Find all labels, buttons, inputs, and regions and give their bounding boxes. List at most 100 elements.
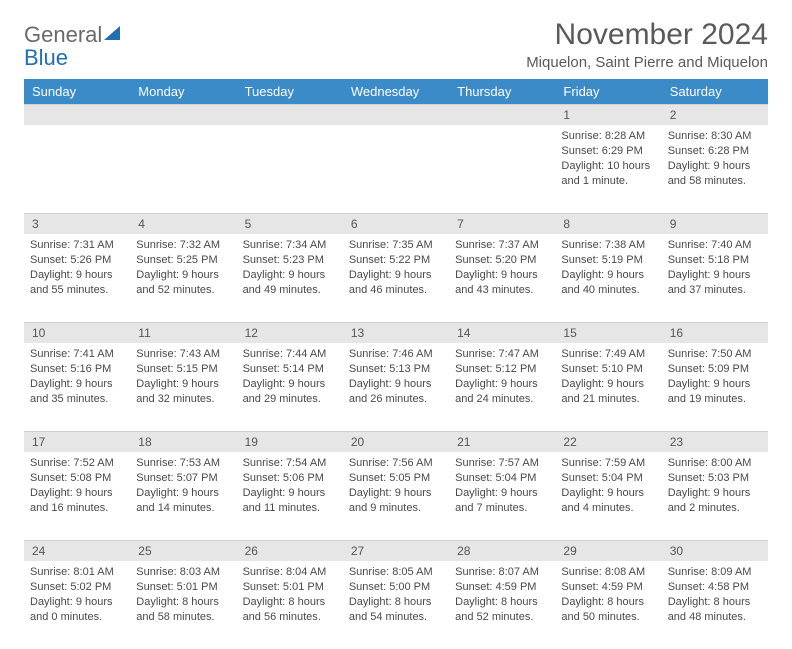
day-body: Sunrise: 7:49 AMSunset: 5:10 PMDaylight:…	[555, 343, 661, 414]
day-number: 6	[343, 213, 449, 234]
sunrise-line: Sunrise: 8:03 AM	[136, 565, 230, 580]
day-body: Sunrise: 8:30 AMSunset: 6:28 PMDaylight:…	[662, 125, 768, 196]
title-block: November 2024 Miquelon, Saint Pierre and…	[526, 18, 768, 71]
day-number: 20	[343, 431, 449, 452]
weekday-header: Wednesday	[343, 79, 449, 104]
day-number: 26	[237, 540, 343, 561]
calendar-table: SundayMondayTuesdayWednesdayThursdayFrid…	[24, 79, 768, 649]
day-number-row: 12	[24, 104, 768, 125]
brand-word-1: General	[24, 22, 102, 47]
day-number: 14	[449, 322, 555, 343]
sunset-line: Sunset: 5:01 PM	[243, 580, 337, 595]
day-number: 29	[555, 540, 661, 561]
day-content-row: Sunrise: 8:28 AMSunset: 6:29 PMDaylight:…	[24, 125, 768, 213]
day-cell: Sunrise: 8:01 AMSunset: 5:02 PMDaylight:…	[24, 561, 130, 649]
sunset-line: Sunset: 5:19 PM	[561, 253, 655, 268]
sunset-line: Sunset: 5:02 PM	[30, 580, 124, 595]
daylight-line: Daylight: 8 hours and 56 minutes.	[243, 595, 337, 625]
day-body: Sunrise: 7:47 AMSunset: 5:12 PMDaylight:…	[449, 343, 555, 414]
day-cell: Sunrise: 7:38 AMSunset: 5:19 PMDaylight:…	[555, 234, 661, 322]
day-cell: Sunrise: 8:09 AMSunset: 4:58 PMDaylight:…	[662, 561, 768, 649]
daylight-line: Daylight: 9 hours and 0 minutes.	[30, 595, 124, 625]
day-number-cell: 6	[343, 213, 449, 234]
day-number: 30	[662, 540, 768, 561]
sunset-line: Sunset: 5:20 PM	[455, 253, 549, 268]
day-body: Sunrise: 7:31 AMSunset: 5:26 PMDaylight:…	[24, 234, 130, 305]
day-cell: Sunrise: 8:00 AMSunset: 5:03 PMDaylight:…	[662, 452, 768, 540]
sunrise-line: Sunrise: 7:56 AM	[349, 456, 443, 471]
day-content-row: Sunrise: 7:41 AMSunset: 5:16 PMDaylight:…	[24, 343, 768, 431]
day-number-cell: 29	[555, 540, 661, 561]
daylight-line: Daylight: 9 hours and 26 minutes.	[349, 377, 443, 407]
day-cell	[130, 125, 236, 213]
day-cell	[343, 125, 449, 213]
daylight-line: Daylight: 9 hours and 14 minutes.	[136, 486, 230, 516]
day-number	[449, 104, 555, 125]
day-number-cell: 5	[237, 213, 343, 234]
day-number: 2	[662, 104, 768, 125]
day-cell: Sunrise: 7:52 AMSunset: 5:08 PMDaylight:…	[24, 452, 130, 540]
day-body: Sunrise: 7:35 AMSunset: 5:22 PMDaylight:…	[343, 234, 449, 305]
day-number: 23	[662, 431, 768, 452]
sunset-line: Sunset: 5:26 PM	[30, 253, 124, 268]
daylight-line: Daylight: 9 hours and 32 minutes.	[136, 377, 230, 407]
day-body: Sunrise: 8:08 AMSunset: 4:59 PMDaylight:…	[555, 561, 661, 632]
weekday-header: Sunday	[24, 79, 130, 104]
day-number-cell	[130, 104, 236, 125]
day-number-cell: 26	[237, 540, 343, 561]
daylight-line: Daylight: 9 hours and 24 minutes.	[455, 377, 549, 407]
day-number: 1	[555, 104, 661, 125]
day-number-cell: 10	[24, 322, 130, 343]
sunrise-line: Sunrise: 8:07 AM	[455, 565, 549, 580]
day-number-cell: 21	[449, 431, 555, 452]
day-number: 9	[662, 213, 768, 234]
day-number-cell	[24, 104, 130, 125]
day-content-row: Sunrise: 7:52 AMSunset: 5:08 PMDaylight:…	[24, 452, 768, 540]
day-number-cell: 23	[662, 431, 768, 452]
sunset-line: Sunset: 5:10 PM	[561, 362, 655, 377]
weekday-header: Friday	[555, 79, 661, 104]
day-cell: Sunrise: 7:57 AMSunset: 5:04 PMDaylight:…	[449, 452, 555, 540]
sunrise-line: Sunrise: 7:41 AM	[30, 347, 124, 362]
day-body: Sunrise: 7:46 AMSunset: 5:13 PMDaylight:…	[343, 343, 449, 414]
sunset-line: Sunset: 5:06 PM	[243, 471, 337, 486]
day-number-cell	[343, 104, 449, 125]
day-number: 24	[24, 540, 130, 561]
sunset-line: Sunset: 5:07 PM	[136, 471, 230, 486]
sunrise-line: Sunrise: 7:50 AM	[668, 347, 762, 362]
day-cell: Sunrise: 7:53 AMSunset: 5:07 PMDaylight:…	[130, 452, 236, 540]
day-number	[24, 104, 130, 125]
day-number-cell: 25	[130, 540, 236, 561]
sunrise-line: Sunrise: 8:30 AM	[668, 129, 762, 144]
sunrise-line: Sunrise: 8:04 AM	[243, 565, 337, 580]
daylight-line: Daylight: 10 hours and 1 minute.	[561, 159, 655, 189]
sunset-line: Sunset: 5:03 PM	[668, 471, 762, 486]
day-number-cell: 19	[237, 431, 343, 452]
day-cell	[237, 125, 343, 213]
day-number	[343, 104, 449, 125]
daylight-line: Daylight: 9 hours and 52 minutes.	[136, 268, 230, 298]
day-number: 11	[130, 322, 236, 343]
day-number: 25	[130, 540, 236, 561]
location: Miquelon, Saint Pierre and Miquelon	[526, 54, 768, 71]
day-body: Sunrise: 8:00 AMSunset: 5:03 PMDaylight:…	[662, 452, 768, 523]
sunrise-line: Sunrise: 7:54 AM	[243, 456, 337, 471]
day-number-cell: 16	[662, 322, 768, 343]
daylight-line: Daylight: 9 hours and 58 minutes.	[668, 159, 762, 189]
sunrise-line: Sunrise: 7:44 AM	[243, 347, 337, 362]
sunrise-line: Sunrise: 8:08 AM	[561, 565, 655, 580]
month-title: November 2024	[526, 18, 768, 52]
daylight-line: Daylight: 9 hours and 46 minutes.	[349, 268, 443, 298]
daylight-line: Daylight: 8 hours and 50 minutes.	[561, 595, 655, 625]
day-number-row: 17181920212223	[24, 431, 768, 452]
daylight-line: Daylight: 9 hours and 2 minutes.	[668, 486, 762, 516]
day-cell: Sunrise: 8:07 AMSunset: 4:59 PMDaylight:…	[449, 561, 555, 649]
sunrise-line: Sunrise: 8:28 AM	[561, 129, 655, 144]
day-number-cell: 22	[555, 431, 661, 452]
daylight-line: Daylight: 9 hours and 55 minutes.	[30, 268, 124, 298]
day-cell: Sunrise: 8:30 AMSunset: 6:28 PMDaylight:…	[662, 125, 768, 213]
daylight-line: Daylight: 8 hours and 58 minutes.	[136, 595, 230, 625]
day-number: 12	[237, 322, 343, 343]
daylight-line: Daylight: 9 hours and 40 minutes.	[561, 268, 655, 298]
daylight-line: Daylight: 9 hours and 37 minutes.	[668, 268, 762, 298]
